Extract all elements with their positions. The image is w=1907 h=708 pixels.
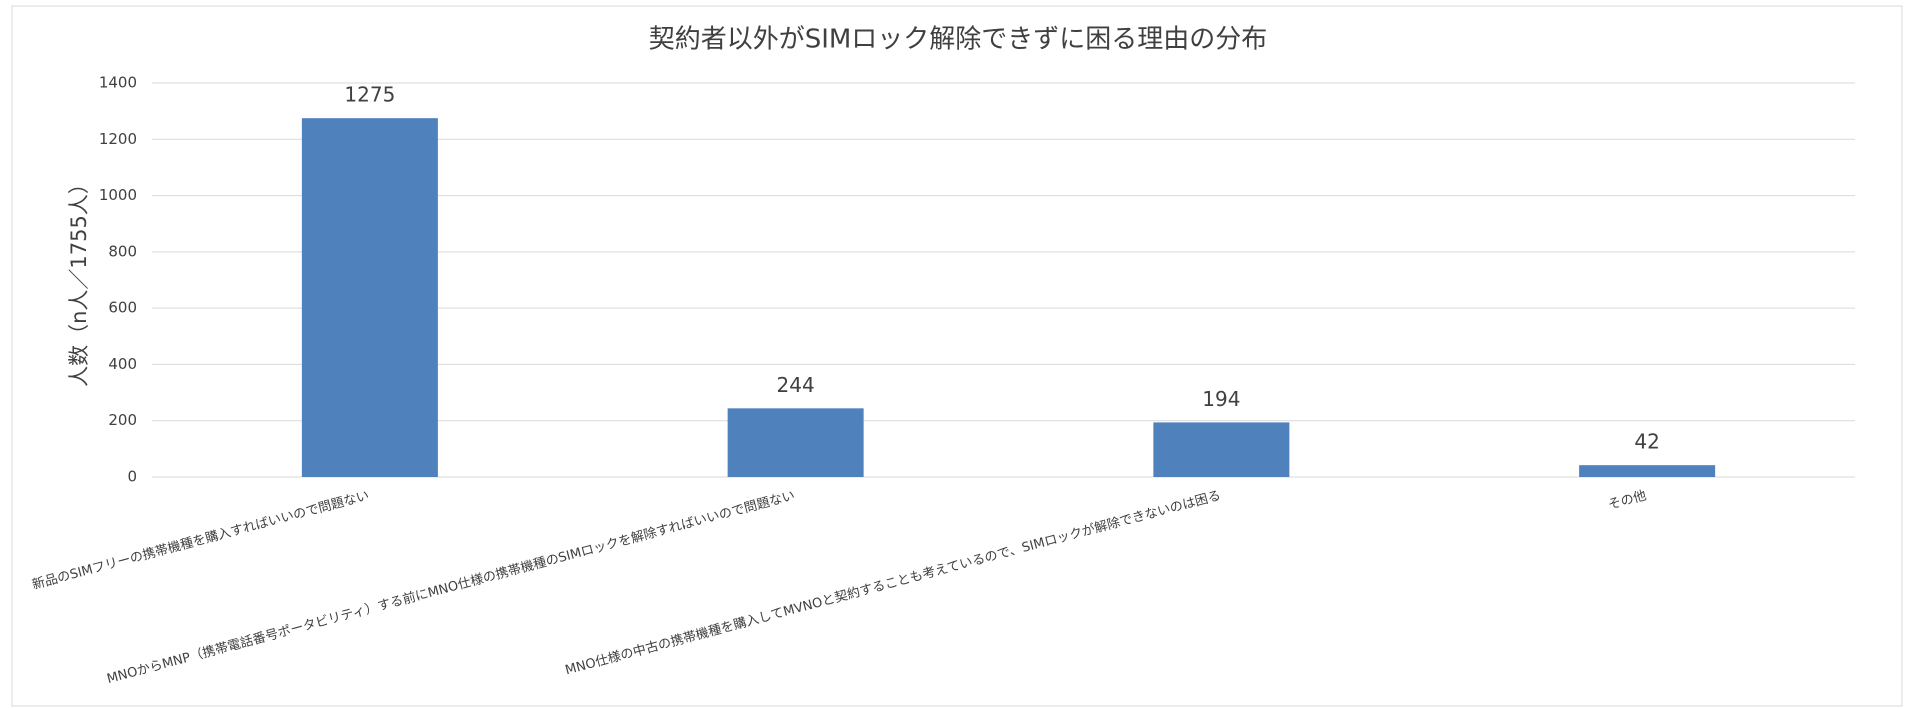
- y-tick-label: 600: [108, 299, 137, 317]
- data-label: 244: [777, 373, 815, 397]
- y-axis-label: 人数（n人／1755人）: [67, 173, 91, 387]
- bar: [1153, 422, 1290, 477]
- data-label: 42: [1634, 430, 1659, 454]
- y-tick-label: 1000: [99, 186, 137, 204]
- y-tick-label: 200: [108, 411, 137, 429]
- y-tick-label: 0: [127, 468, 137, 486]
- y-tick-label: 400: [108, 355, 137, 373]
- y-tick-label: 800: [108, 242, 137, 260]
- data-label: 1275: [344, 83, 395, 107]
- bar: [727, 408, 864, 477]
- chart-border: [11, 5, 1903, 707]
- chart-title: 契約者以外がSIMロック解除できずに困る理由の分布: [649, 25, 1268, 55]
- bar: [1579, 465, 1716, 477]
- y-tick-label: 1400: [99, 74, 137, 92]
- y-tick-label: 1200: [99, 130, 137, 148]
- data-label: 194: [1202, 387, 1240, 411]
- bar: [301, 118, 438, 477]
